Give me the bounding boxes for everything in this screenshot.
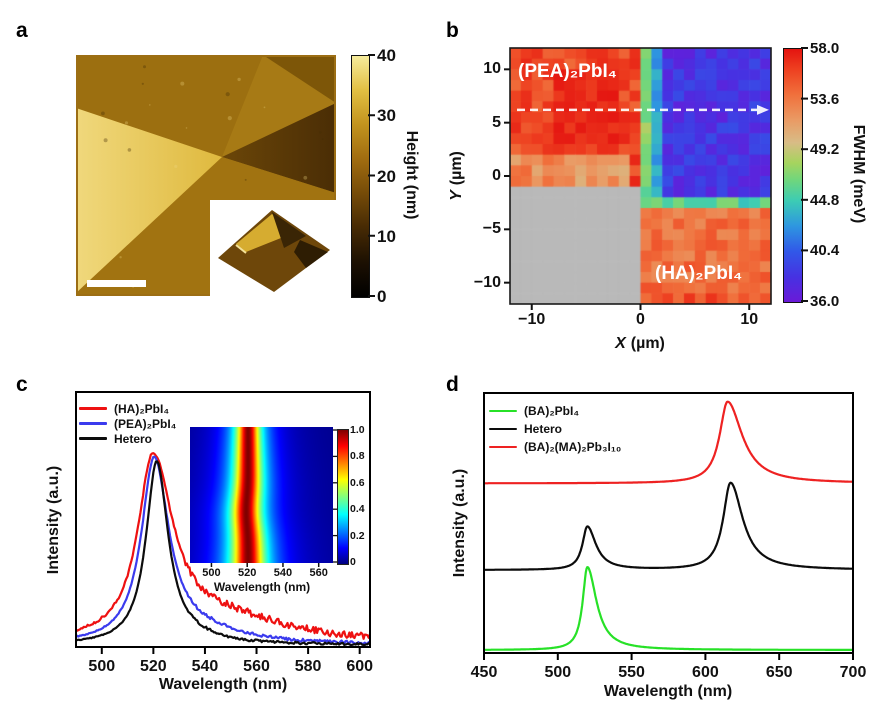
b-x-tick-label: 10	[740, 311, 759, 328]
c-x-axis-label: Wavelength (nm)	[158, 676, 288, 693]
d-y-axis-label: Intensity (a.u.)	[451, 468, 468, 578]
b-y-tick-label: 5	[492, 113, 501, 131]
c-inset-colorbar-tick-label: 0.4	[350, 503, 365, 516]
afm-topography-render	[76, 55, 336, 296]
d-legend-label-bamapb: (BA)₂(MA)₂Pb₃I₁₀	[524, 440, 622, 454]
b-x-unit: (µm)	[630, 335, 665, 352]
c-legend-row-pea: (PEA)₂PbI₄	[79, 416, 176, 431]
c-x-tick-label: 560	[243, 658, 270, 675]
panel-a-label: a	[16, 19, 28, 42]
b-y-var: Y	[448, 190, 465, 201]
fwhm-colorbar-tick-label: 53.6	[810, 90, 840, 108]
c-legend-label-ha: (HA)₂PbI₄	[114, 401, 170, 416]
b-y-unit: (µm)	[448, 151, 465, 186]
d-x-tick-label: 700	[839, 664, 867, 681]
c-inset-colorbar-tick-label: 0.8	[350, 450, 365, 463]
c-legend-row-ha: (HA)₂PbI₄	[79, 401, 176, 416]
c-legend-label-pea: (PEA)₂PbI₄	[114, 416, 177, 431]
d-legend-line-bamapb	[489, 445, 517, 449]
d-x-axis-label: Wavelength (nm)	[603, 683, 733, 700]
afm-image	[76, 55, 336, 296]
d-legend-row-ba: (BA)₂PbI₄	[489, 402, 621, 420]
b-x-var: X	[615, 335, 626, 352]
d-curve-2	[485, 400, 852, 485]
d-legend-line-hetero	[489, 427, 517, 431]
b-x-tick-label: 0	[636, 311, 645, 328]
c-inset-x-tick-label: 500	[202, 567, 221, 579]
height-colorbar-tick-label: 40	[377, 46, 396, 65]
d-x-tick-label: 500	[544, 664, 572, 681]
c-legend-line-pea	[79, 422, 107, 425]
fwhm-colorbar-tick-label: 44.8	[810, 191, 840, 209]
c-inset-colorbar	[337, 429, 349, 565]
fwhm-colorbar	[783, 48, 803, 303]
d-legend-label-ba: (BA)₂PbI₄	[524, 404, 580, 418]
c-inset-colorbar-tick-label: 0	[350, 556, 356, 568]
height-colorbar-tick-label: 0	[377, 287, 387, 306]
d-legend-row-hetero: Hetero	[489, 420, 621, 438]
c-curve-2	[77, 460, 369, 646]
b-annotation-pea: (PEA)₂PbI₄	[518, 61, 617, 82]
height-colorbar-tick-label: 30	[377, 106, 396, 126]
d-legend-row-bamapb: (BA)₂(MA)₂Pb₃I₁₀	[489, 438, 621, 456]
c-y-axis-label: Intensity (a.u.)	[45, 465, 62, 575]
c-x-tick-label: 500	[88, 658, 116, 675]
scale-bar	[87, 280, 146, 287]
c-inset-colorbar-tick-label: 0.6	[350, 476, 365, 489]
d-x-tick-label: 650	[765, 664, 793, 681]
c-x-tick-label: 580	[294, 658, 322, 675]
fwhm-colorbar-tick-label: 58.0	[810, 40, 840, 57]
c-x-tick-label: 600	[346, 658, 374, 675]
c-legend-line-ha	[79, 407, 107, 410]
fwhm-colorbar-title: FWHM (meV)	[850, 124, 867, 224]
d-legend-label-hetero: Hetero	[524, 422, 563, 436]
scan-arrow-head	[757, 104, 769, 115]
c-inset-x-label: Wavelength (nm)	[213, 580, 311, 594]
c-inset-heatmap	[190, 427, 333, 563]
d-x-tick-label: 600	[692, 664, 719, 681]
b-y-tick-label: −5	[482, 220, 501, 238]
fwhm-map	[510, 48, 771, 304]
afm-3d-inset	[210, 200, 336, 296]
c-inset-x-tick-label: 560	[309, 567, 328, 579]
c-legend-line-hetero	[79, 437, 107, 440]
fwhm-colorbar-tick-label: 49.2	[810, 141, 840, 159]
d-curve-1	[485, 481, 852, 571]
panel-d-label: d	[446, 373, 459, 396]
b-x-axis-label: X (µm)	[615, 336, 665, 352]
b-x-tick-label: −10	[518, 311, 546, 328]
height-colorbar-tick-label: 10	[377, 226, 396, 246]
fwhm-colorbar-tick-label: 36.0	[810, 293, 840, 310]
height-colorbar-tick-label: 20	[377, 166, 396, 186]
c-legend-label-hetero: Hetero	[114, 431, 153, 446]
d-x-tick-label: 550	[618, 664, 645, 681]
panel-c-label: c	[16, 373, 28, 396]
c-inset-x-tick-label: 520	[238, 567, 257, 579]
c-x-tick-label: 540	[191, 658, 219, 675]
d-x-tick-label: 450	[470, 664, 498, 681]
fwhm-colorbar-tick-label: 40.4	[810, 242, 840, 260]
c-legend-row-hetero: Hetero	[79, 431, 176, 446]
b-annotation-ha: (HA)₂PbI₄	[655, 263, 743, 284]
b-y-axis-label: Y (µm)	[448, 151, 465, 201]
c-inset-colorbar-tick-label: 1.0	[350, 424, 365, 436]
b-y-tick-label: 10	[483, 60, 501, 78]
c-legend: (HA)₂PbI₄ (PEA)₂PbI₄ Hetero	[79, 401, 176, 446]
panel-b-label: b	[446, 19, 459, 42]
c-x-tick-label: 520	[140, 658, 167, 675]
b-y-tick-label: −10	[473, 273, 501, 291]
c-inset-x-tick-label: 540	[273, 567, 293, 579]
c-curve-1	[77, 455, 369, 645]
b-y-tick-label: 0	[492, 167, 501, 184]
c-inset-colorbar-tick-label: 0.2	[350, 529, 365, 542]
d-legend: (BA)₂PbI₄ Hetero (BA)₂(MA)₂Pb₃I₁₀	[489, 402, 621, 456]
d-curve-0	[485, 566, 852, 651]
c-curve-0	[77, 452, 369, 640]
d-legend-line-ba	[489, 409, 517, 413]
